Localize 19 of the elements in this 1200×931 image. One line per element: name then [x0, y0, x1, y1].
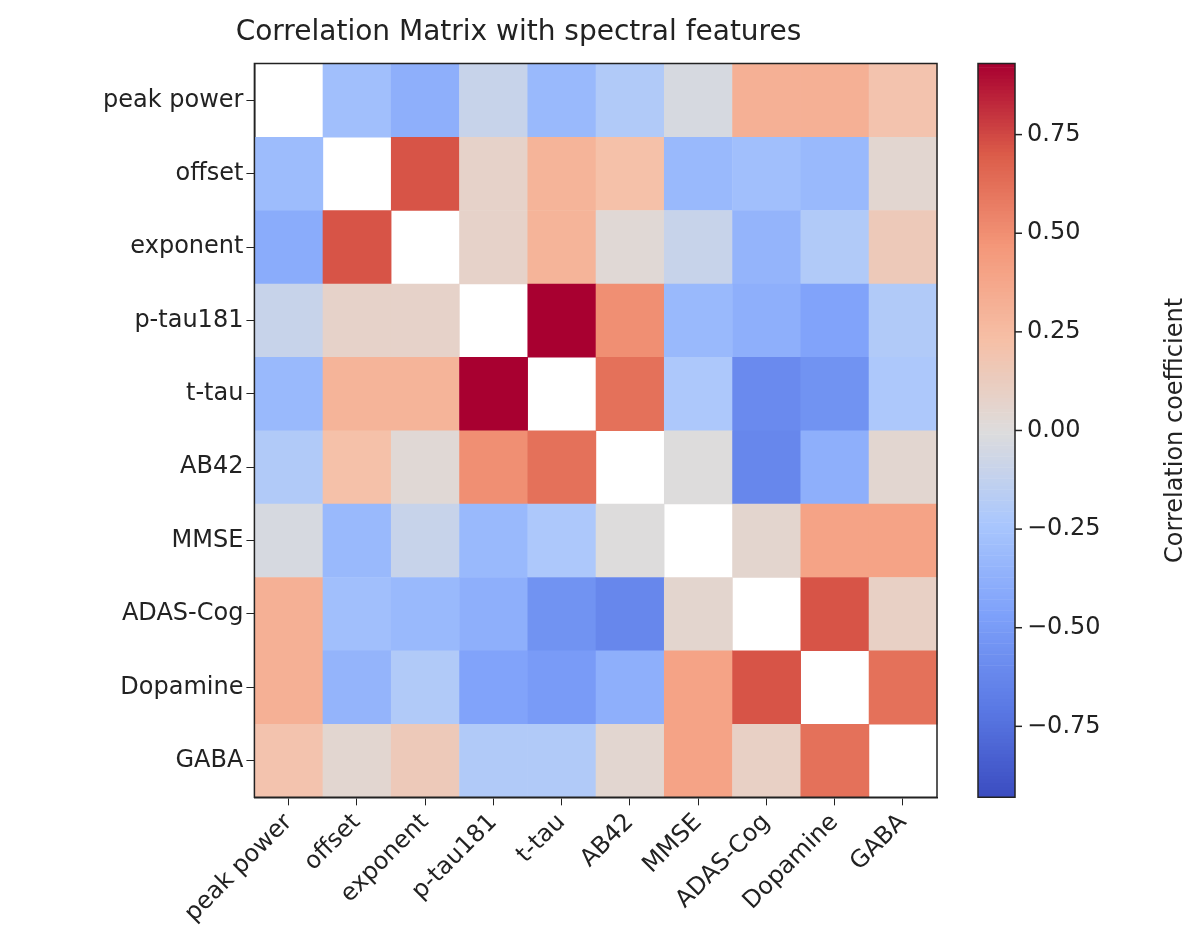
y-tick-label: AB42	[179, 451, 244, 480]
y-tick-label: GABA	[175, 744, 244, 773]
y-tick-label: offset	[175, 157, 244, 186]
y-tick-label: t-tau	[186, 378, 244, 407]
y-tick-label: Dopamine	[120, 671, 244, 700]
color-bar-label: 0.50	[1027, 217, 1081, 246]
color-bar-label: −0.75	[1027, 710, 1101, 739]
color-bar-label: −0.50	[1027, 611, 1101, 640]
y-tick-label: ADAS-Cog	[121, 598, 244, 627]
color-bar-label: 0.00	[1027, 414, 1081, 443]
y-tick-label: p-tau181	[134, 304, 244, 333]
y-tick-label: exponent	[130, 231, 244, 260]
y-tick-label: peak power	[102, 84, 244, 113]
color-bar-label: −0.25	[1027, 513, 1101, 542]
color-bar-label: 0.25	[1027, 316, 1081, 345]
color-bar-label: 0.75	[1027, 118, 1081, 147]
chart-title: Correlation Matrix with spectral features	[235, 14, 802, 48]
y-tick-label: MMSE	[171, 524, 244, 553]
color-bar-title: Correlation coefficient	[1160, 297, 1189, 564]
